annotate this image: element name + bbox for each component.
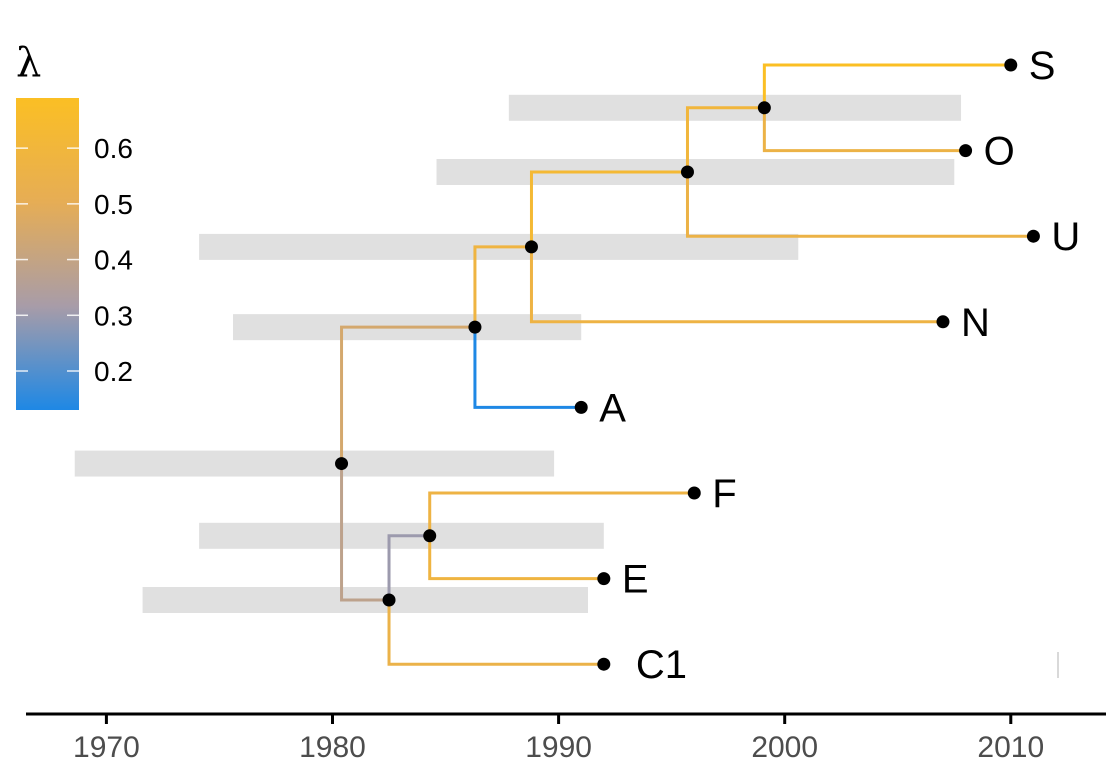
hpd-bars <box>74 94 962 613</box>
x-tick-label: 2000 <box>751 731 818 764</box>
x-tick-label: 1970 <box>73 731 140 764</box>
legend-tick-label: 0.6 <box>94 133 133 164</box>
tip-label: F <box>712 472 736 516</box>
legend-title: λ <box>16 40 41 86</box>
tip-label: O <box>984 130 1015 174</box>
tree-branch <box>387 534 430 600</box>
tip-point <box>936 315 950 329</box>
tip-label: A <box>599 386 626 430</box>
tip-point <box>597 657 611 671</box>
tip-label: U <box>1051 215 1080 259</box>
x-tick-label: 1990 <box>525 731 592 764</box>
x-axis: 1970 1980 1990 2000 2010 <box>26 712 1106 764</box>
tree-branch <box>340 463 390 602</box>
tree-branches <box>340 63 1034 666</box>
tree-branch <box>529 246 943 324</box>
tree-branch <box>428 491 695 536</box>
x-tick-label: 2010 <box>977 731 1044 764</box>
tree-branch <box>473 245 532 328</box>
tip-label: N <box>961 301 990 345</box>
hpd-bar <box>436 159 955 185</box>
tip-point <box>574 400 588 414</box>
internal-node-point <box>757 101 771 115</box>
tree-branch <box>685 106 765 172</box>
tip-point <box>1004 58 1018 72</box>
tip-point <box>959 144 973 158</box>
tree-nodes <box>335 58 1040 671</box>
tip-label: S <box>1029 44 1056 88</box>
tip-label: C1 <box>636 643 687 687</box>
tip-label: E <box>622 558 649 602</box>
internal-node-point <box>423 529 437 543</box>
internal-node-point <box>680 165 694 179</box>
internal-node-point <box>468 320 482 334</box>
tip-point <box>687 486 701 500</box>
tree-branch <box>762 107 966 153</box>
color-legend: λ 0.2 0.3 0.4 0.5 0.6 <box>16 40 133 410</box>
legend-tick-label: 0.2 <box>94 356 133 387</box>
tree-branch <box>529 170 688 247</box>
legend-tick-label: 0.5 <box>94 189 133 220</box>
tree-branch <box>762 63 1011 108</box>
internal-node-point <box>524 240 538 254</box>
legend-colorbar <box>16 98 79 410</box>
internal-node-point <box>382 593 396 607</box>
tree-branch <box>340 325 475 464</box>
tree-branch <box>387 600 604 666</box>
internal-node-point <box>335 457 349 471</box>
legend-tick-label: 0.4 <box>94 245 133 276</box>
legend-tick-label: 0.3 <box>94 300 133 331</box>
hpd-bar <box>74 450 555 477</box>
x-tick-label: 1980 <box>299 731 366 764</box>
tip-point <box>1026 229 1040 243</box>
tree-branch <box>428 535 604 581</box>
tip-labels: SOU N A F E C1 <box>599 44 1080 687</box>
tree-branch <box>473 327 582 409</box>
tip-point <box>597 572 611 586</box>
tree-branch <box>685 172 1034 238</box>
